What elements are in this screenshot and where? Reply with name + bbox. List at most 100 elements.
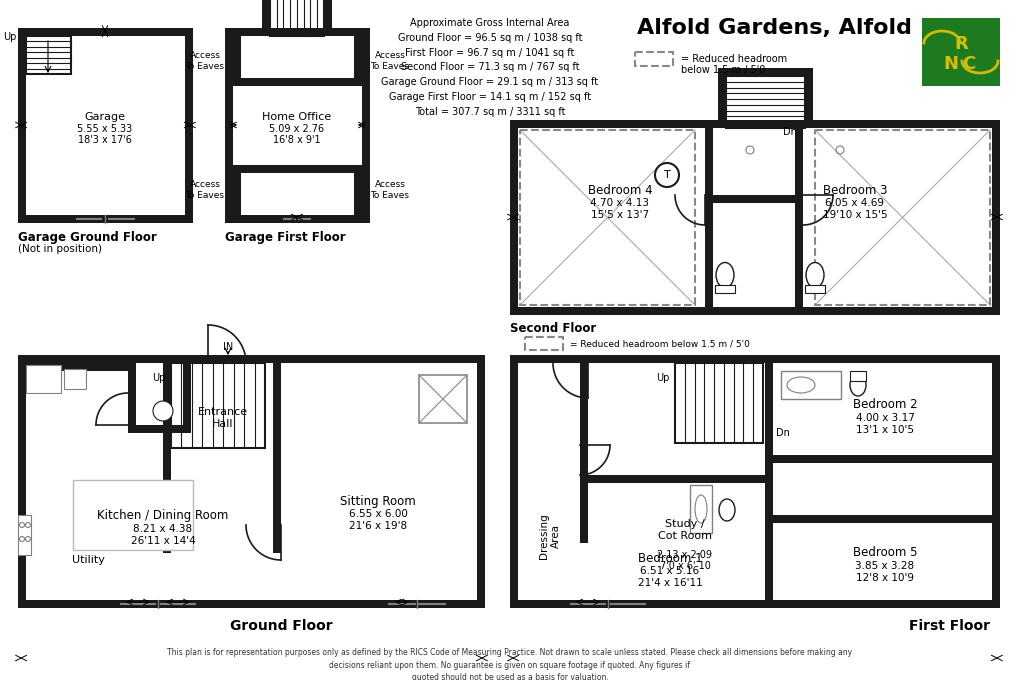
Bar bbox=[18, 355, 25, 608]
Text: This plan is for representation purposes only as defined by the RICS Code of Mea: This plan is for representation purposes… bbox=[167, 648, 852, 680]
Bar bbox=[232, 165, 362, 173]
Ellipse shape bbox=[715, 262, 734, 288]
Text: 13'1 x 10'5: 13'1 x 10'5 bbox=[855, 425, 913, 435]
Bar bbox=[580, 363, 587, 543]
Bar bbox=[270, 0, 324, 36]
Text: Entrance
Hall: Entrance Hall bbox=[198, 407, 248, 429]
Text: Garage Ground Floor: Garage Ground Floor bbox=[18, 231, 157, 243]
Bar bbox=[717, 68, 812, 76]
Bar bbox=[225, 28, 370, 223]
Text: Utility: Utility bbox=[71, 555, 104, 565]
Text: First Floor: First Floor bbox=[908, 619, 989, 633]
Text: IN: IN bbox=[223, 342, 233, 352]
Bar bbox=[18, 215, 193, 223]
Text: Dn: Dn bbox=[783, 127, 796, 137]
Bar bbox=[510, 355, 999, 363]
Bar bbox=[281, 215, 312, 223]
Bar bbox=[273, 363, 280, 553]
Text: 16'8 x 9'1: 16'8 x 9'1 bbox=[273, 135, 321, 145]
Bar bbox=[580, 445, 587, 475]
Text: 15'5 x 13'7: 15'5 x 13'7 bbox=[590, 210, 648, 220]
Text: Garage First Floor: Garage First Floor bbox=[225, 231, 345, 243]
Bar bbox=[208, 355, 246, 363]
Text: Second Floor: Second Floor bbox=[510, 322, 596, 335]
Bar bbox=[354, 36, 362, 86]
Text: Bedroom 1: Bedroom 1 bbox=[637, 551, 702, 564]
Bar bbox=[726, 76, 804, 128]
Bar bbox=[510, 120, 999, 315]
Bar bbox=[25, 363, 136, 371]
Text: 19'10 x 15'5: 19'10 x 15'5 bbox=[822, 210, 887, 220]
Bar bbox=[704, 128, 712, 307]
Bar bbox=[18, 28, 193, 36]
Text: Bedroom 4: Bedroom 4 bbox=[587, 184, 652, 197]
Bar bbox=[225, 215, 370, 223]
Text: Study /
Cot Room: Study / Cot Room bbox=[657, 520, 711, 541]
Text: Home Office: Home Office bbox=[262, 112, 331, 122]
Text: Up: Up bbox=[153, 373, 166, 383]
Text: Sitting Room: Sitting Room bbox=[339, 494, 416, 507]
Circle shape bbox=[654, 163, 679, 187]
Bar bbox=[794, 128, 802, 307]
Bar bbox=[136, 425, 191, 433]
Bar bbox=[18, 600, 484, 608]
Bar bbox=[18, 28, 25, 223]
Text: Up: Up bbox=[4, 32, 17, 42]
Bar bbox=[232, 36, 240, 86]
Bar bbox=[510, 120, 518, 315]
Text: Access
To Eaves: Access To Eaves bbox=[370, 180, 409, 200]
Bar bbox=[362, 28, 370, 223]
Ellipse shape bbox=[718, 499, 735, 521]
Bar bbox=[849, 371, 865, 381]
Bar bbox=[635, 52, 673, 66]
Text: 7'0 x 6' 10: 7'0 x 6' 10 bbox=[659, 561, 710, 571]
Bar bbox=[18, 515, 31, 555]
Bar bbox=[510, 355, 999, 608]
Bar bbox=[163, 363, 171, 553]
Bar bbox=[18, 355, 484, 363]
Bar bbox=[704, 195, 802, 203]
Bar bbox=[64, 369, 86, 389]
Bar bbox=[419, 375, 467, 423]
Bar bbox=[262, 0, 270, 36]
Bar bbox=[127, 393, 136, 425]
Bar bbox=[525, 337, 562, 350]
Bar bbox=[73, 215, 138, 223]
Text: T: T bbox=[663, 170, 669, 180]
Bar bbox=[182, 363, 191, 433]
Text: 26'11 x 14'4: 26'11 x 14'4 bbox=[130, 536, 196, 546]
Text: = Reduced headroom: = Reduced headroom bbox=[681, 54, 787, 64]
Bar bbox=[118, 600, 198, 608]
Ellipse shape bbox=[805, 262, 823, 288]
Bar bbox=[510, 120, 999, 128]
Text: Access
To Eaves: Access To Eaves bbox=[370, 51, 409, 71]
Bar bbox=[772, 515, 991, 523]
Text: Access
To Eaves: Access To Eaves bbox=[185, 180, 224, 200]
Bar bbox=[25, 36, 71, 74]
Bar bbox=[73, 480, 193, 550]
Text: Garage: Garage bbox=[85, 112, 125, 122]
Text: Dn: Dn bbox=[775, 428, 789, 438]
Ellipse shape bbox=[849, 374, 865, 396]
Text: = Reduced headroom below 1.5 m / 5'0: = Reduced headroom below 1.5 m / 5'0 bbox=[570, 339, 749, 348]
Bar bbox=[921, 18, 999, 86]
Text: 3.85 x 3.28: 3.85 x 3.28 bbox=[855, 561, 914, 571]
Bar bbox=[580, 475, 764, 483]
Bar bbox=[273, 525, 280, 560]
Bar bbox=[25, 365, 61, 393]
Bar bbox=[184, 28, 193, 223]
Bar bbox=[127, 363, 136, 433]
Bar bbox=[675, 363, 762, 443]
Text: N: N bbox=[943, 55, 958, 73]
Bar bbox=[714, 285, 735, 293]
Bar bbox=[354, 165, 362, 215]
Text: below 1.5 m / 5'0: below 1.5 m / 5'0 bbox=[681, 65, 764, 75]
Text: 18'3 x 17'6: 18'3 x 17'6 bbox=[78, 135, 131, 145]
Text: (Not in position): (Not in position) bbox=[18, 244, 102, 254]
Bar bbox=[477, 355, 484, 608]
Text: Access
To Eaves: Access To Eaves bbox=[185, 51, 224, 71]
Bar bbox=[232, 78, 362, 86]
Text: Alfold Gardens, Alfold: Alfold Gardens, Alfold bbox=[637, 18, 912, 38]
Bar bbox=[991, 120, 999, 315]
Bar bbox=[324, 0, 331, 36]
